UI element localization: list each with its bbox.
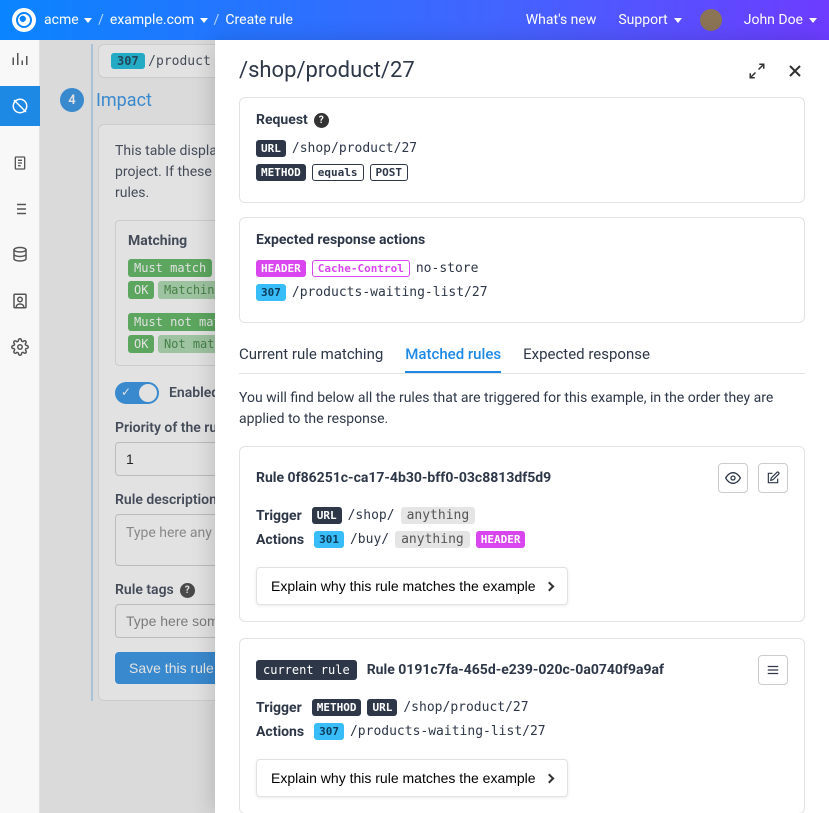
chevron-right-icon <box>544 773 554 783</box>
tab-matched-rules[interactable]: Matched rules <box>405 337 501 373</box>
rail-doc-icon[interactable] <box>11 154 29 172</box>
rail-settings-icon[interactable] <box>11 338 29 356</box>
breadcrumb-domain[interactable]: example.com <box>110 12 208 28</box>
equals-badge: equals <box>312 164 364 181</box>
status-code-badge: 307 <box>256 284 286 301</box>
avatar[interactable] <box>700 9 722 31</box>
rail-rules-icon[interactable] <box>0 86 40 126</box>
rail-user-icon[interactable] <box>11 292 29 310</box>
url-badge: URL <box>367 699 397 716</box>
rule-card-current: current rule Rule 0191c7fa-465d-e239-020… <box>239 638 805 813</box>
anything-badge: anything <box>401 507 476 524</box>
chevron-down-icon <box>200 18 208 23</box>
rail-chart-icon[interactable] <box>11 50 29 68</box>
expected-path: /products-waiting-list/27 <box>292 285 488 300</box>
whatsnew-link[interactable]: What's new <box>526 12 597 28</box>
status-code-badge: 307 <box>314 723 344 740</box>
tab-description: You will find below all the rules that a… <box>239 388 805 430</box>
header-name: Cache-Control <box>312 260 410 277</box>
breadcrumb-sep: / <box>98 12 104 28</box>
tab-current-matching[interactable]: Current rule matching <box>239 337 383 373</box>
status-code-badge: 301 <box>314 531 344 548</box>
breadcrumb: acme / example.com / Create rule <box>44 12 293 28</box>
trigger-label: Trigger <box>256 700 302 716</box>
expand-icon[interactable] <box>747 61 767 81</box>
rule-card: Rule 0f86251c-ca17-4b30-bff0-03c8813df5d… <box>239 446 805 622</box>
path-text: /shop/product/27 <box>403 700 528 715</box>
request-box: Request? URL /shop/product/27 METHOD equ… <box>239 97 805 203</box>
detail-panel: /shop/product/27 Request? URL /shop/prod… <box>215 40 829 813</box>
chevron-down-icon <box>674 18 682 23</box>
topbar: acme / example.com / Create rule What's … <box>0 0 829 40</box>
tabs: Current rule matching Matched rules Expe… <box>239 337 805 374</box>
username[interactable]: John Doe <box>744 12 817 28</box>
left-rail <box>0 40 40 813</box>
logo[interactable] <box>12 8 36 32</box>
url-badge: URL <box>256 140 286 157</box>
path-text: /shop/ <box>348 508 395 523</box>
edit-icon[interactable] <box>758 463 788 493</box>
rule-id: Rule 0f86251c-ca17-4b30-bff0-03c8813df5d… <box>256 470 708 486</box>
breadcrumb-org[interactable]: acme <box>44 12 92 28</box>
close-icon[interactable] <box>785 61 805 81</box>
tab-expected-response[interactable]: Expected response <box>523 337 650 373</box>
method-badge: METHOD <box>312 699 362 716</box>
request-url: /shop/product/27 <box>292 141 417 156</box>
path-text: /buy/ <box>350 532 389 547</box>
request-title: Request <box>256 112 308 128</box>
breadcrumb-page: Create rule <box>225 12 293 28</box>
current-rule-badge: current rule <box>256 660 357 680</box>
chevron-right-icon <box>544 581 554 591</box>
breadcrumb-sep: / <box>214 12 220 28</box>
rail-db-icon[interactable] <box>11 246 29 264</box>
panel-title: /shop/product/27 <box>239 58 747 83</box>
expected-title: Expected response actions <box>256 232 788 248</box>
header-value: no-store <box>416 261 479 276</box>
explain-button[interactable]: Explain why this rule matches the exampl… <box>256 567 568 605</box>
help-icon[interactable]: ? <box>314 113 329 128</box>
method-badge: METHOD <box>256 164 306 181</box>
explain-button[interactable]: Explain why this rule matches the exampl… <box>256 759 568 797</box>
view-icon[interactable] <box>718 463 748 493</box>
rule-id: Rule 0191c7fa-465d-e239-020c-0a0740f9a9a… <box>367 662 748 678</box>
header-badge: HEADER <box>256 260 306 277</box>
actions-label: Actions <box>256 724 304 740</box>
method-value: POST <box>370 164 409 181</box>
support-link[interactable]: Support <box>618 12 681 28</box>
expected-box: Expected response actions HEADER Cache-C… <box>239 217 805 323</box>
chevron-down-icon <box>84 18 92 23</box>
rail-list-icon[interactable] <box>11 200 29 218</box>
actions-label: Actions <box>256 532 304 548</box>
url-badge: URL <box>312 507 342 524</box>
anything-badge: anything <box>395 531 470 548</box>
path-text: /products-waiting-list/27 <box>350 724 546 739</box>
menu-icon[interactable] <box>758 655 788 685</box>
header-badge: HEADER <box>476 531 526 548</box>
trigger-label: Trigger <box>256 508 302 524</box>
chevron-down-icon <box>809 18 817 23</box>
